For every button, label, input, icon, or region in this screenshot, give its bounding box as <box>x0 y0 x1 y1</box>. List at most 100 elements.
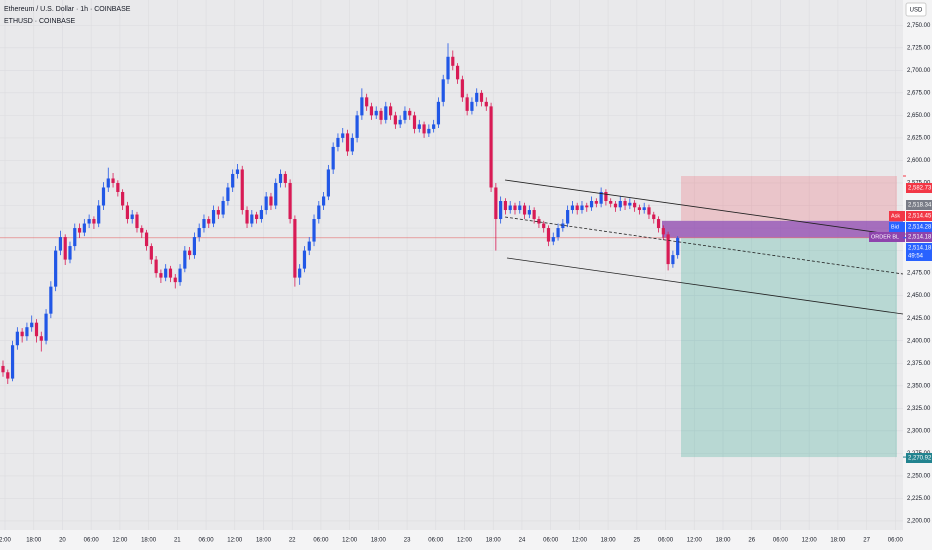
candle-body <box>532 210 536 220</box>
candle-body <box>264 196 268 211</box>
candle-body <box>54 250 58 287</box>
candle-body <box>240 169 244 211</box>
candle-body <box>647 207 651 215</box>
candle-body <box>618 201 622 208</box>
candle-body <box>398 119 402 125</box>
x-tick-label: 12:00 <box>342 538 358 544</box>
x-tick-label: 06:00 <box>84 538 100 544</box>
y-tick-label: 2,750.00 <box>907 23 931 29</box>
candle-body <box>207 219 211 224</box>
candle-body <box>63 237 67 260</box>
candle-body <box>522 205 527 215</box>
price-tag-label: 2,270.92 <box>908 456 932 462</box>
y-tick-label: 2,700.00 <box>907 68 931 74</box>
x-tick-label: 18:00 <box>141 538 157 544</box>
y-tick-label: 2,725.00 <box>907 45 931 51</box>
channel <box>504 179 904 315</box>
candle-body <box>379 110 383 120</box>
candle-body <box>422 124 426 134</box>
candle-body <box>154 259 158 274</box>
x-tick-label: 27 <box>863 538 870 544</box>
y-tick-label: 2,325.00 <box>907 406 931 412</box>
x-tick-label: 12:00 <box>572 538 588 544</box>
candle-body <box>159 273 163 278</box>
candle-body <box>283 173 287 183</box>
candle-body <box>365 97 369 107</box>
price-tag-label: 2,514.18 <box>908 246 932 252</box>
price-tag-label: 2,514.28 <box>908 225 932 231</box>
candle-body <box>121 191 125 206</box>
candle-body <box>494 187 498 220</box>
candle-body <box>374 110 378 116</box>
candle-body <box>570 205 575 211</box>
channel-bottom <box>506 257 904 315</box>
candle-body <box>609 201 613 204</box>
candle-body <box>613 203 618 208</box>
candle-body <box>623 201 627 206</box>
candle-body <box>551 237 555 242</box>
currency-box[interactable] <box>905 2 927 17</box>
candle-body <box>331 146 335 170</box>
target-zone <box>681 237 897 458</box>
candle-body <box>341 133 345 138</box>
candle-body <box>1 365 5 373</box>
x-tick-label: 18:00 <box>601 538 617 544</box>
candle-body <box>360 97 364 116</box>
candle-body <box>345 133 350 152</box>
candle-body <box>97 205 101 224</box>
y-tick-label: 2,200.00 <box>907 519 931 525</box>
candle-body <box>412 115 417 129</box>
candle-body <box>10 345 15 379</box>
candle-body <box>255 214 259 220</box>
candle-body <box>73 228 77 247</box>
candle-body <box>173 277 177 283</box>
candle-body <box>518 205 522 211</box>
candle-body <box>44 313 48 341</box>
candle-body <box>140 228 144 233</box>
candle-body <box>384 106 388 120</box>
tag-box <box>889 211 905 221</box>
currency: USD <box>910 8 923 14</box>
candle-body <box>6 372 10 379</box>
x-tick-label: 12:00 <box>227 538 243 544</box>
candle-body <box>15 331 19 346</box>
candle-body <box>350 137 354 152</box>
price-tag <box>906 243 932 261</box>
x-tick-label: 23 <box>404 538 411 544</box>
tag-name: ORDER BL <box>871 234 899 240</box>
candle-body <box>436 101 441 125</box>
x-tick-label: 20 <box>59 538 66 544</box>
x-tick-label: 12:00 <box>802 538 818 544</box>
y-tick-label: 2,350.00 <box>907 383 931 389</box>
tag-box <box>889 222 905 232</box>
candle-body <box>537 219 541 224</box>
candle-body <box>317 205 321 220</box>
price-tag-label: 2,518.34 <box>908 203 932 209</box>
candle-body <box>116 182 120 192</box>
candle-body <box>288 182 292 220</box>
candle-body <box>369 106 374 116</box>
candle-body <box>274 182 278 206</box>
y-tick-label: 2,600.00 <box>907 158 931 164</box>
channel-top <box>504 179 904 237</box>
candle-body <box>513 205 517 211</box>
candle-body <box>30 322 34 328</box>
axis-labels: 2,200.002,225.002,250.002,275.002,300.00… <box>0 23 932 544</box>
candle-body <box>49 286 53 314</box>
candle-body <box>676 237 680 256</box>
x-tick-label: 06:00 <box>543 538 559 544</box>
candle-body <box>542 223 546 229</box>
candle-body <box>599 191 603 204</box>
price-tag <box>906 211 932 221</box>
candle-body <box>58 237 63 251</box>
candle-body <box>92 219 96 224</box>
candle-body <box>585 205 589 208</box>
entry-zone <box>662 220 903 238</box>
candle-body <box>293 219 297 278</box>
candle-body <box>197 228 201 238</box>
candle-body <box>652 214 656 220</box>
chart-title: Ethereum / U.S. Dollar · 1h · COINBASE <box>4 6 131 13</box>
price-tag-label: 2,514.18 <box>908 235 932 241</box>
channel-mid <box>504 216 904 275</box>
